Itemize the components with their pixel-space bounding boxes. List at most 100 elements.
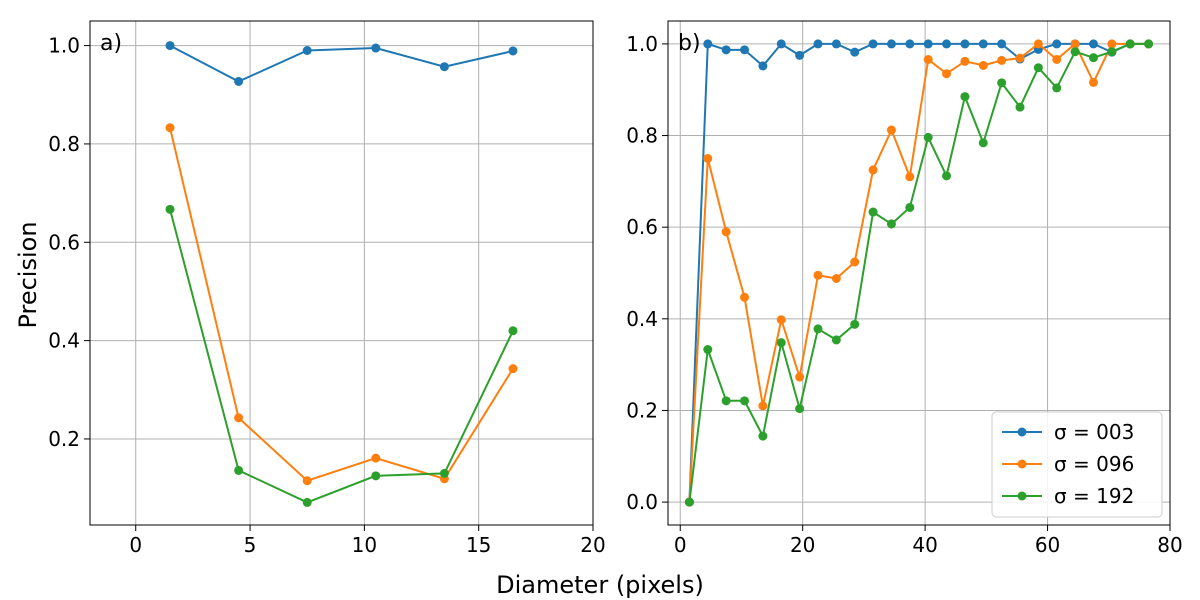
data-point [813,270,823,280]
data-point [302,46,312,56]
data-point [868,207,878,217]
data-point [1107,39,1117,49]
x-tick-label: 0 [674,533,687,557]
x-tick-label: 60 [1035,533,1060,557]
data-point [302,497,312,507]
series-line-1 [169,127,514,482]
legend-label: σ = 192 [1054,484,1134,508]
data-point [942,69,952,79]
data-point [997,55,1007,65]
data-point [1125,39,1135,49]
data-point [1088,39,1098,49]
data-point [1052,83,1062,93]
data-point [850,319,860,329]
x-tick-label: 5 [244,533,257,557]
data-point [813,324,823,334]
x-tick-label: 80 [1157,533,1182,557]
data-point [758,61,768,71]
data-point [905,202,915,212]
data-point [165,204,175,214]
data-point [439,62,449,72]
data-point [960,92,970,102]
data-point [923,132,933,142]
data-point [960,39,970,49]
series-line-0 [169,44,514,83]
data-point [721,45,731,55]
data-point [978,60,988,70]
legend-box [991,411,1163,518]
data-point [831,335,841,345]
data-point [1088,77,1098,87]
data-point [740,292,750,302]
data-point [684,497,694,507]
x-tick-label: 15 [466,533,491,557]
data-point [978,39,988,49]
data-point [886,219,896,229]
legend-swatch-marker [1017,427,1027,437]
data-point [1033,63,1043,73]
series-line-2 [169,209,514,504]
data-point [942,39,952,49]
data-point [960,56,970,66]
data-point [795,372,805,382]
data-point [758,401,768,411]
y-tick-label: 0.8 [48,132,80,156]
data-point [923,54,933,64]
data-point [978,138,988,148]
legend-label: σ = 096 [1054,452,1134,476]
axes-frame [89,20,594,526]
y-tick-label: 0.8 [626,124,658,148]
data-point [886,39,896,49]
panel-label: b) [678,31,701,56]
series-line-2 [688,42,1149,503]
data-point [795,404,805,414]
data-point [371,453,381,463]
data-point [234,76,244,86]
data-point [795,50,805,60]
data-point [758,431,768,441]
y-tick-label: 0.6 [48,230,80,254]
y-tick-label: 0.4 [626,307,658,331]
data-point [776,39,786,49]
data-point [1070,47,1080,57]
x-tick-label: 0 [129,533,142,557]
data-point [371,43,381,53]
panel-label: a) [100,31,122,56]
panel-a-chart: 0 5 10 15 20 0.2 0.4 0.6 0.8 1.0 a) [48,20,606,557]
data-point [165,123,175,133]
data-point [439,468,449,478]
data-point [721,227,731,237]
data-point [703,345,713,355]
data-point [868,165,878,175]
axes-frame [667,20,1171,526]
data-point [165,41,175,51]
data-point [1107,47,1117,57]
data-point [371,471,381,481]
legend-swatch-marker [1017,459,1027,469]
data-point [234,465,244,475]
y-tick-label: 1.0 [48,34,80,58]
data-point [703,39,713,49]
data-point [1015,102,1025,112]
data-point [868,39,878,49]
x-tick-label: 20 [580,533,605,557]
data-point [703,153,713,163]
data-point [508,326,518,336]
y-tick-label: 1.0 [626,32,658,56]
y-tick-label: 0.2 [48,427,80,451]
data-point [886,125,896,135]
data-point [905,39,915,49]
x-axis-title: Diameter (pixels) [496,571,704,599]
y-tick-label: 0.6 [626,215,658,239]
data-point [776,315,786,325]
data-point [234,413,244,423]
data-point [1070,39,1080,49]
x-tick-label: 10 [352,533,377,557]
data-point [850,257,860,267]
data-point [905,172,915,182]
data-point [831,39,841,49]
data-point [942,171,952,181]
data-point [1033,39,1043,49]
